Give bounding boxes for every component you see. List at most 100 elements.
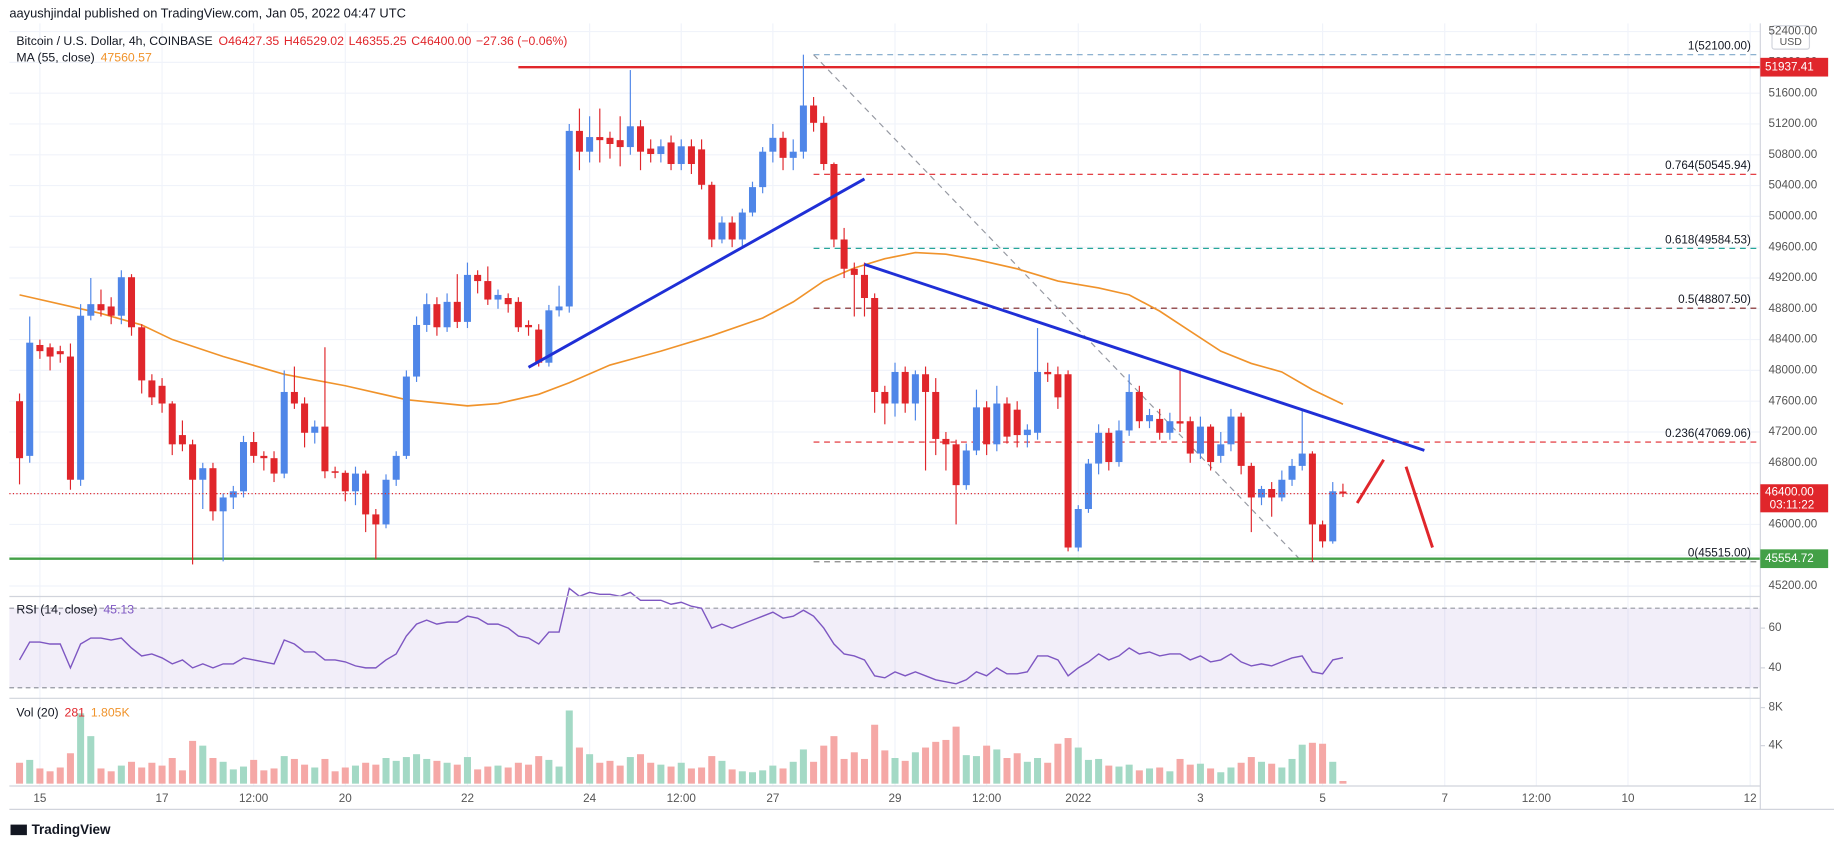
candle-body <box>891 371 899 404</box>
candle-body <box>616 140 624 148</box>
volume-bar <box>1196 763 1204 784</box>
candle-body <box>911 374 919 404</box>
y-tick-label: 49600.00 <box>1769 240 1818 253</box>
candle-body <box>637 126 645 152</box>
fib-label: 0.236(47069.06) <box>1665 427 1751 440</box>
ohlc: H46529.02 <box>284 34 344 48</box>
candle-body <box>168 403 176 445</box>
candle-body <box>372 514 380 525</box>
volume-bar <box>1298 744 1306 784</box>
volume-bar <box>209 758 217 784</box>
volume-bar <box>1156 767 1164 784</box>
candle-body <box>158 385 166 404</box>
vol-title: Vol (20) <box>16 706 58 720</box>
x-tick-label: 27 <box>766 792 779 805</box>
candle-body <box>667 142 675 165</box>
ma-value: 47560.57 <box>101 51 152 65</box>
x-tick-label: 12 <box>1744 792 1757 805</box>
y-tick-label: 46800.00 <box>1769 456 1818 469</box>
candle-body <box>647 148 655 155</box>
y-tick-label: 47600.00 <box>1769 394 1818 407</box>
candle-body <box>525 324 533 328</box>
volume-bar <box>1319 743 1327 784</box>
candle-body <box>1227 416 1235 445</box>
volume-bar <box>16 762 24 784</box>
candle-body <box>759 151 767 188</box>
volume-bar <box>1329 761 1337 784</box>
volume-bar <box>1237 762 1245 784</box>
y-tick-label: 52400.00 <box>1769 25 1818 38</box>
volume-bar <box>372 764 380 784</box>
candle-body <box>1288 465 1296 480</box>
candle-body <box>504 298 512 305</box>
candle-body <box>189 444 197 480</box>
candle-body <box>840 239 848 269</box>
candle-body <box>1268 488 1276 498</box>
y-tick-label: 49200.00 <box>1769 271 1818 284</box>
candle-body <box>789 151 797 158</box>
volume-bar <box>1095 758 1103 784</box>
volume-bar <box>586 754 594 784</box>
volume-bar <box>443 762 451 784</box>
volume-bar <box>799 749 807 784</box>
candle-body <box>46 347 54 357</box>
volume-bar <box>881 750 889 784</box>
fib-trend <box>813 54 1303 563</box>
volume-bar <box>290 758 298 784</box>
volume-bar <box>433 760 441 784</box>
volume-bar <box>168 758 176 784</box>
volume-bar <box>911 752 919 784</box>
volume-bar <box>189 740 197 784</box>
candle-body <box>687 146 695 165</box>
candle-body <box>341 472 349 492</box>
volume-bar <box>1227 767 1235 784</box>
volume-bar <box>1308 742 1316 784</box>
ohlc: O46427.35 <box>219 34 280 48</box>
candle-body <box>260 455 268 459</box>
candle-body <box>850 268 858 275</box>
candle-body <box>728 222 736 240</box>
y-tick-label: 50800.00 <box>1769 148 1818 161</box>
candle-body <box>199 468 207 480</box>
volume-bar <box>667 766 675 784</box>
fib-label: 1(52100.00) <box>1688 40 1751 53</box>
volume-bar <box>901 760 909 784</box>
candle-body <box>1054 374 1062 398</box>
volume-bar <box>687 768 695 784</box>
candle-body <box>219 497 227 512</box>
volume-bar <box>871 724 879 784</box>
candle-body <box>1319 524 1327 542</box>
candle-body <box>1074 509 1082 548</box>
volume-bar <box>657 764 665 784</box>
candle-body <box>1298 453 1306 466</box>
volume-bar <box>504 767 512 784</box>
volume-bar <box>474 769 482 784</box>
volume-bar <box>1115 766 1123 784</box>
candle-body <box>1196 426 1204 454</box>
trend-line <box>1404 466 1434 548</box>
candle-body <box>932 391 940 439</box>
volume-bar <box>148 762 156 784</box>
candle-body <box>962 450 970 486</box>
candle-body <box>138 327 146 381</box>
change: −27.36 (−0.06%) <box>476 34 567 48</box>
y-tick-label: 48400.00 <box>1769 333 1818 346</box>
candle-body <box>972 407 980 451</box>
candle-body <box>1156 418 1164 433</box>
volume-bar <box>677 762 685 784</box>
candle-body <box>280 391 288 474</box>
volume-bar <box>840 758 848 784</box>
candle-body <box>830 164 838 240</box>
candle-body <box>423 304 431 325</box>
candle-body <box>148 380 156 398</box>
volume-bar <box>575 747 583 784</box>
candle-body <box>748 187 757 213</box>
volume-bar <box>128 761 136 784</box>
candle-body <box>270 458 278 474</box>
candle-body <box>402 376 410 456</box>
candle-body <box>1084 463 1092 510</box>
price-tag-label: 51937.41 <box>1765 60 1814 73</box>
plot <box>9 54 1761 784</box>
candle-body <box>107 306 115 316</box>
